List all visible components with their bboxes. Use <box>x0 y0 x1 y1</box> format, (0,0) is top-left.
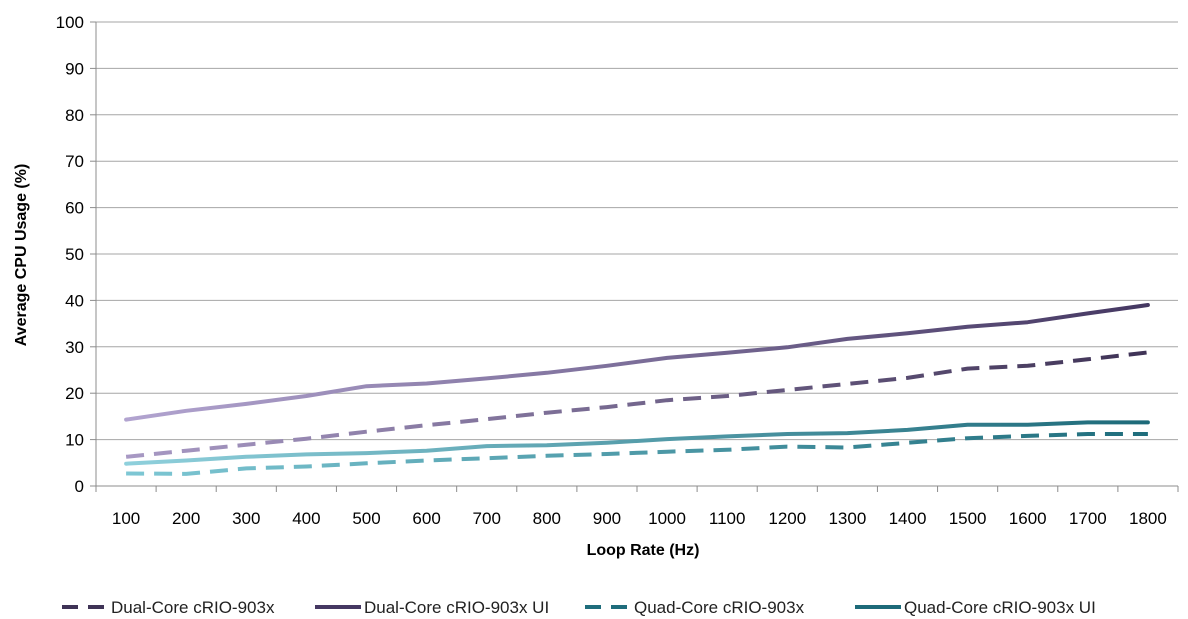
legend-label-1: Dual-Core cRIO-903x <box>111 598 275 617</box>
y-tick-label: 80 <box>65 106 84 125</box>
x-tick-label: 1200 <box>768 509 806 528</box>
x-tick-label: 100 <box>112 509 140 528</box>
x-axis-title: Loop Rate (Hz) <box>587 542 700 559</box>
legend-label-3: Quad-Core cRIO-903x <box>634 598 805 617</box>
x-tick-label: 1500 <box>949 509 987 528</box>
gridlines <box>96 21 1178 441</box>
y-axis-title: Average CPU Usage (%) <box>13 164 30 347</box>
y-tick-label: 50 <box>65 245 84 264</box>
x-tick-label: 1700 <box>1069 509 1107 528</box>
x-tick-label: 1300 <box>828 509 866 528</box>
y-tick-label: 100 <box>56 13 84 32</box>
legend-label-2: Dual-Core cRIO-903x UI <box>364 598 549 617</box>
x-tick-label: 900 <box>593 509 621 528</box>
x-tick-label: 1100 <box>709 509 746 528</box>
y-tick-label: 70 <box>65 152 84 171</box>
x-tick-label: 1800 <box>1129 509 1167 528</box>
x-tick-labels: 100 200 300 400 500 600 700 800 900 1000 1100 1200 1… <box>112 509 1167 528</box>
x-tick-label: 800 <box>533 509 561 528</box>
y-tick-labels: 0 10 20 30 40 50 60 70 80 90 100 <box>56 13 84 496</box>
y-tick-label: 90 <box>65 59 84 78</box>
x-tick-label: 400 <box>292 509 320 528</box>
series-line-1 <box>125 350 1149 459</box>
series-line-2 <box>124 303 1150 422</box>
x-tick-label: 1400 <box>889 509 927 528</box>
series-line-4 <box>124 420 1150 466</box>
x-tick-label: 500 <box>352 509 380 528</box>
y-tick-label: 60 <box>65 199 84 218</box>
x-tick-label: 700 <box>473 509 501 528</box>
x-tick-label: 300 <box>232 509 260 528</box>
series-line-3 <box>126 432 1148 476</box>
axes <box>90 21 1179 492</box>
y-tick-label: 10 <box>65 431 84 450</box>
x-tick-label: 200 <box>172 509 200 528</box>
y-tick-label: 0 <box>75 477 84 496</box>
x-tick-label: 1600 <box>1009 509 1047 528</box>
x-tick-label: 1000 <box>648 509 686 528</box>
legend-label-4: Quad-Core cRIO-903x UI <box>904 598 1096 617</box>
series-lines <box>124 303 1150 476</box>
y-tick-label: 30 <box>65 338 84 357</box>
legend: Dual-Core cRIO-903x Dual-Core cRIO-903x U… <box>62 598 1096 617</box>
y-tick-label: 20 <box>65 384 84 403</box>
x-tick-label: 600 <box>412 509 440 528</box>
y-tick-label: 40 <box>65 291 84 310</box>
